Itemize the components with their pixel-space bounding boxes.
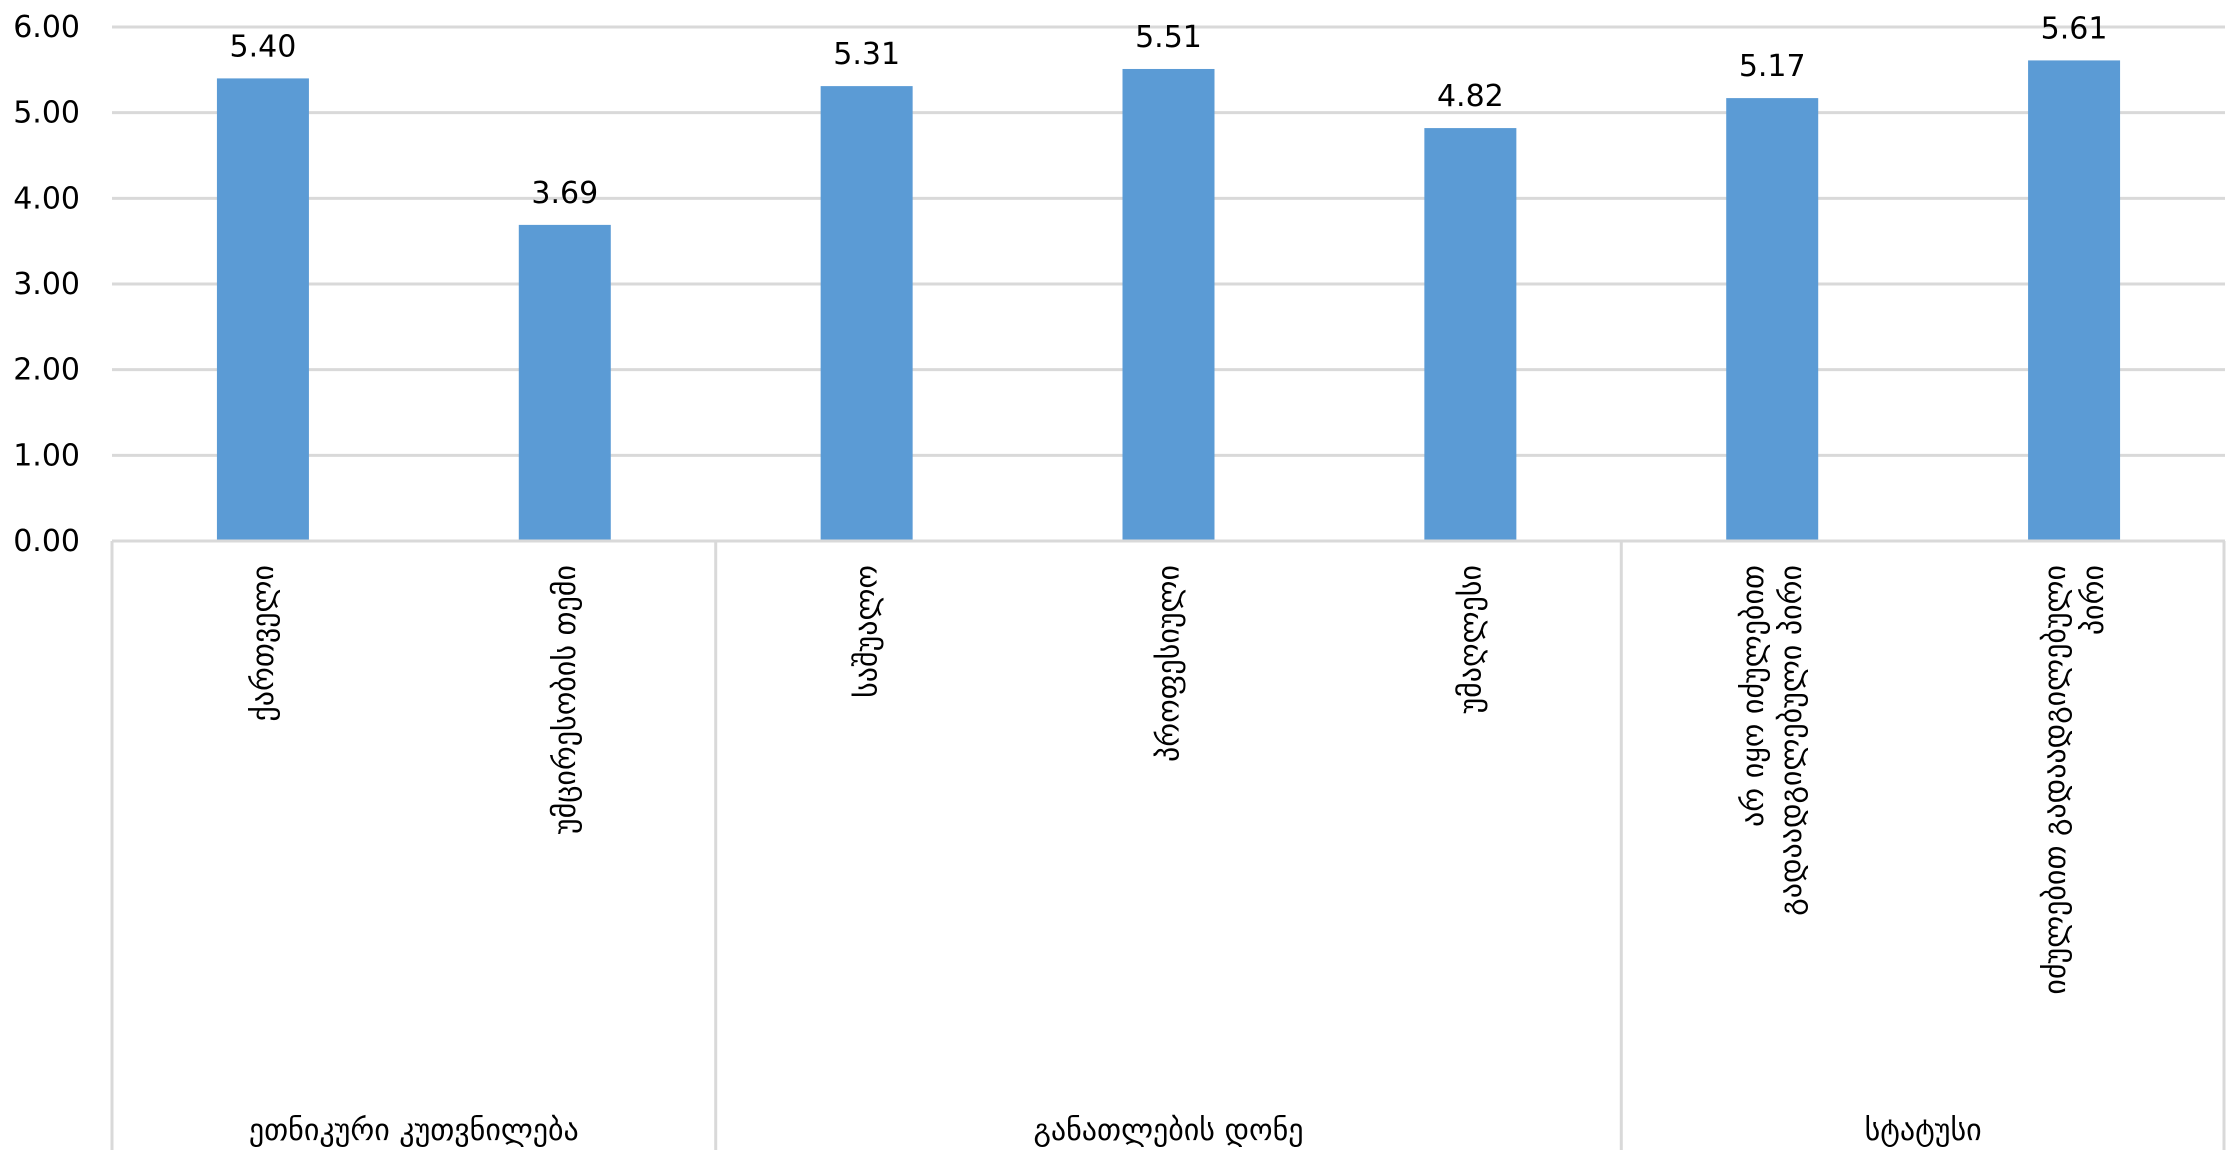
data-label: 5.61 [2041, 11, 2108, 46]
category-label-line: საშუალო [850, 565, 885, 698]
bar [1122, 68, 1215, 541]
category-label: საშუალო [850, 565, 885, 698]
y-tick-label: 3.00 [13, 267, 80, 302]
category-label: პროფესიული [1152, 565, 1187, 762]
bar [820, 86, 913, 542]
category-label-line: არ იყო იძულებით [1736, 565, 1771, 827]
y-tick-label: 6.00 [13, 10, 80, 45]
y-tick-label: 2.00 [13, 353, 80, 388]
group-label: ეთნიკური კუთვნილება [249, 1113, 579, 1148]
category-label: უმაღლესი [1453, 565, 1488, 714]
bar [1726, 98, 1819, 541]
category-label-line: უმაღლესი [1453, 565, 1488, 714]
y-tick-label: 5.00 [13, 96, 80, 131]
bar [2028, 60, 2121, 541]
data-label: 5.51 [1135, 20, 1202, 55]
category-label: უმცირესობის თემი [548, 565, 583, 834]
group-label: განათლების დონე [1033, 1113, 1303, 1148]
bar [518, 224, 611, 541]
category-label: იძულებით გადაადგილებული პირი [2038, 565, 2111, 995]
data-label: 5.31 [833, 37, 900, 72]
axes [110, 539, 2226, 1150]
y-tick-label: 4.00 [13, 181, 80, 216]
bar [1424, 128, 1517, 541]
category-label-line: გადაადგილებული პირი [1774, 565, 1809, 916]
data-label: 3.69 [531, 176, 598, 211]
y-tick-label: 0.00 [13, 524, 80, 559]
category-label-line: იძულებით გადაადგილებული [2038, 565, 2073, 995]
category-label-line: უმცირესობის თემი [548, 565, 583, 834]
y-tick-label: 1.00 [13, 438, 80, 473]
category-label: ქართველი [246, 565, 281, 722]
group-label: სტატუსი [1865, 1113, 1982, 1148]
labels: 0.00 1.00 2.00 3.00 4.00 5.00 6.00 5.40 3.69 5.31… [13, 10, 2111, 1148]
data-label: 5.40 [230, 29, 297, 64]
category-label: არ იყო იძულებით გადაადგილებული პირი [1736, 565, 1809, 916]
bar [216, 78, 309, 542]
category-label-line: ქართველი [246, 565, 281, 722]
category-label-line: პირი [2076, 565, 2111, 635]
data-label: 4.82 [1437, 79, 1504, 114]
data-label: 5.17 [1739, 49, 1806, 84]
category-label-line: პროფესიული [1152, 565, 1187, 762]
bars [216, 60, 2121, 542]
